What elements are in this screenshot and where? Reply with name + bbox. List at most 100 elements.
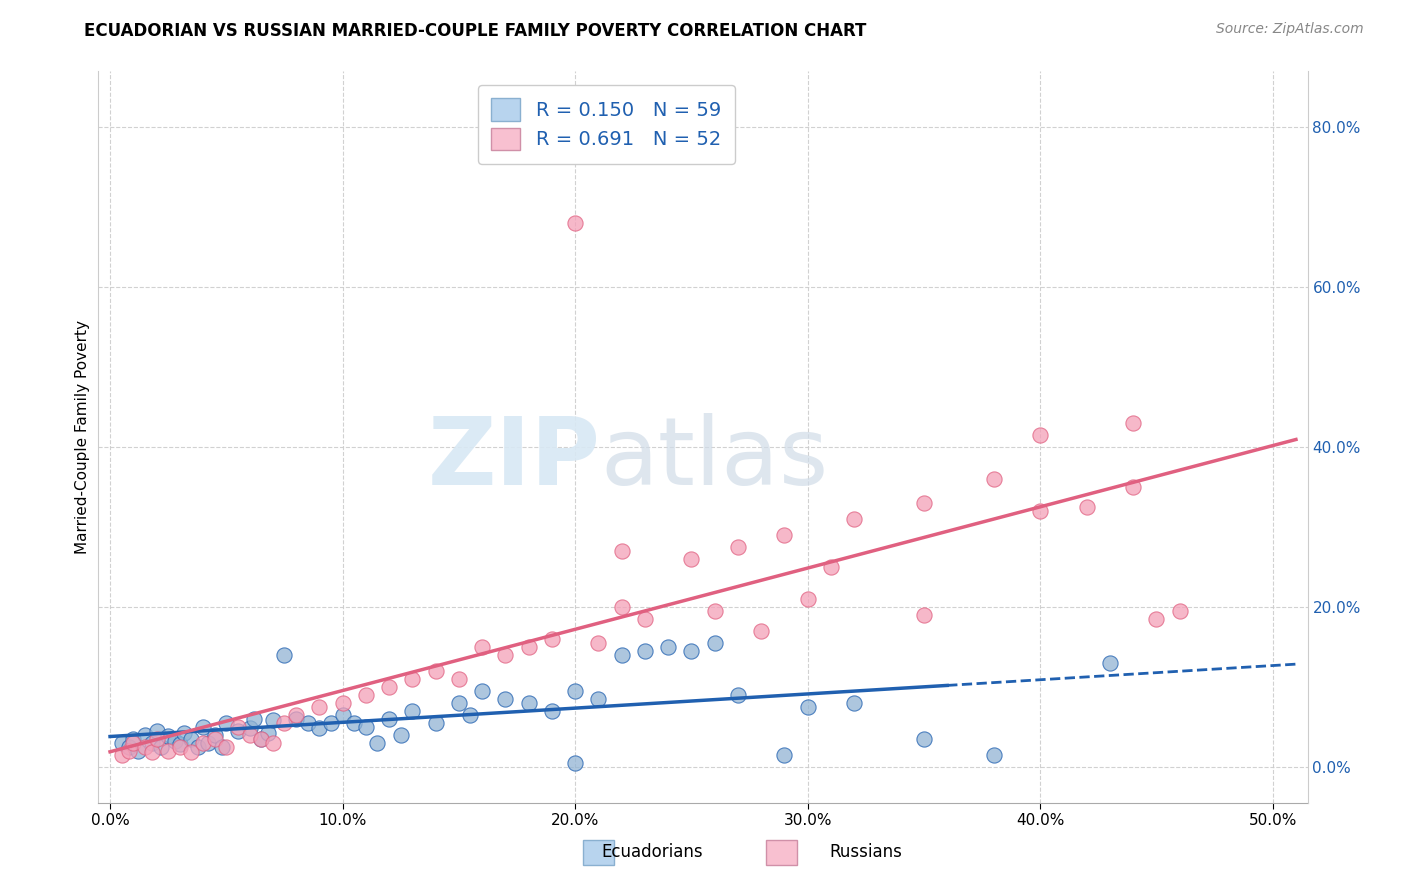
Point <box>1029 504 1052 518</box>
Point <box>540 632 562 646</box>
Point <box>191 736 214 750</box>
Point <box>494 691 516 706</box>
Point <box>773 528 796 542</box>
Point <box>332 707 354 722</box>
Y-axis label: Married-Couple Family Poverty: Married-Couple Family Poverty <box>75 320 90 554</box>
Point <box>1144 612 1167 626</box>
Text: Russians: Russians <box>830 843 903 861</box>
Point <box>169 739 191 754</box>
Point <box>1122 480 1144 494</box>
Point <box>912 607 935 622</box>
Point <box>111 736 134 750</box>
Point <box>169 738 191 752</box>
Point <box>460 707 482 722</box>
Point <box>226 720 249 734</box>
Point <box>215 739 238 754</box>
Point <box>273 715 295 730</box>
Point <box>1098 656 1121 670</box>
Point <box>157 744 180 758</box>
Point <box>540 704 562 718</box>
Point <box>211 739 233 754</box>
Point <box>197 736 219 750</box>
Point <box>118 744 141 758</box>
Point <box>796 699 818 714</box>
Point <box>250 731 273 746</box>
Text: ECUADORIAN VS RUSSIAN MARRIED-COUPLE FAMILY POVERTY CORRELATION CHART: ECUADORIAN VS RUSSIAN MARRIED-COUPLE FAM… <box>84 22 866 40</box>
Point <box>773 747 796 762</box>
Point <box>134 739 156 754</box>
Text: Source: ZipAtlas.com: Source: ZipAtlas.com <box>1216 22 1364 37</box>
Point <box>844 512 866 526</box>
Point <box>122 736 145 750</box>
Point <box>471 684 494 698</box>
Point <box>243 712 266 726</box>
Point <box>703 636 725 650</box>
Point <box>657 640 679 654</box>
Point <box>447 696 470 710</box>
Point <box>1168 604 1191 618</box>
Point <box>285 712 308 726</box>
Point <box>681 552 703 566</box>
Point <box>226 723 249 738</box>
Point <box>610 544 633 558</box>
Text: ZIP: ZIP <box>427 413 600 505</box>
Point <box>749 624 772 638</box>
Point <box>378 712 401 726</box>
Point <box>983 747 1005 762</box>
Point <box>703 604 725 618</box>
Point <box>366 736 388 750</box>
Point <box>471 640 494 654</box>
Point <box>494 648 516 662</box>
Point <box>262 714 284 728</box>
Point <box>401 672 423 686</box>
Point <box>257 726 280 740</box>
Text: atlas: atlas <box>600 413 828 505</box>
Point <box>165 734 187 748</box>
Point <box>425 664 447 678</box>
Point <box>727 540 749 554</box>
Point <box>354 720 377 734</box>
Point <box>239 722 262 736</box>
Point <box>796 591 818 606</box>
Point <box>425 715 447 730</box>
Point <box>343 715 366 730</box>
Point <box>297 715 319 730</box>
Point <box>517 640 540 654</box>
Point <box>141 746 163 760</box>
Point <box>1122 416 1144 430</box>
Point <box>122 731 145 746</box>
Point <box>319 715 342 730</box>
Point <box>564 684 586 698</box>
Point <box>1029 428 1052 442</box>
Point <box>157 730 180 744</box>
Point <box>588 691 610 706</box>
Point <box>634 612 657 626</box>
Point <box>180 731 202 746</box>
Point <box>145 731 167 746</box>
Point <box>820 560 842 574</box>
Point <box>844 696 866 710</box>
Point <box>204 731 226 746</box>
Point <box>912 731 935 746</box>
Point <box>447 672 470 686</box>
Point <box>215 715 238 730</box>
Text: Ecuadorians: Ecuadorians <box>602 843 703 861</box>
Point <box>610 599 633 614</box>
Point <box>308 722 330 736</box>
Point <box>145 723 167 738</box>
Point <box>610 648 633 662</box>
Point <box>332 696 354 710</box>
Point <box>187 739 209 754</box>
Point <box>912 496 935 510</box>
Point <box>727 688 749 702</box>
Point <box>262 736 284 750</box>
Point <box>173 726 195 740</box>
Legend: R = 0.150   N = 59, R = 0.691   N = 52: R = 0.150 N = 59, R = 0.691 N = 52 <box>478 85 735 164</box>
Point <box>111 747 134 762</box>
Point <box>250 731 273 746</box>
Point <box>308 699 330 714</box>
Point <box>681 644 703 658</box>
Point <box>389 728 412 742</box>
Point <box>285 707 308 722</box>
Point <box>180 746 202 760</box>
